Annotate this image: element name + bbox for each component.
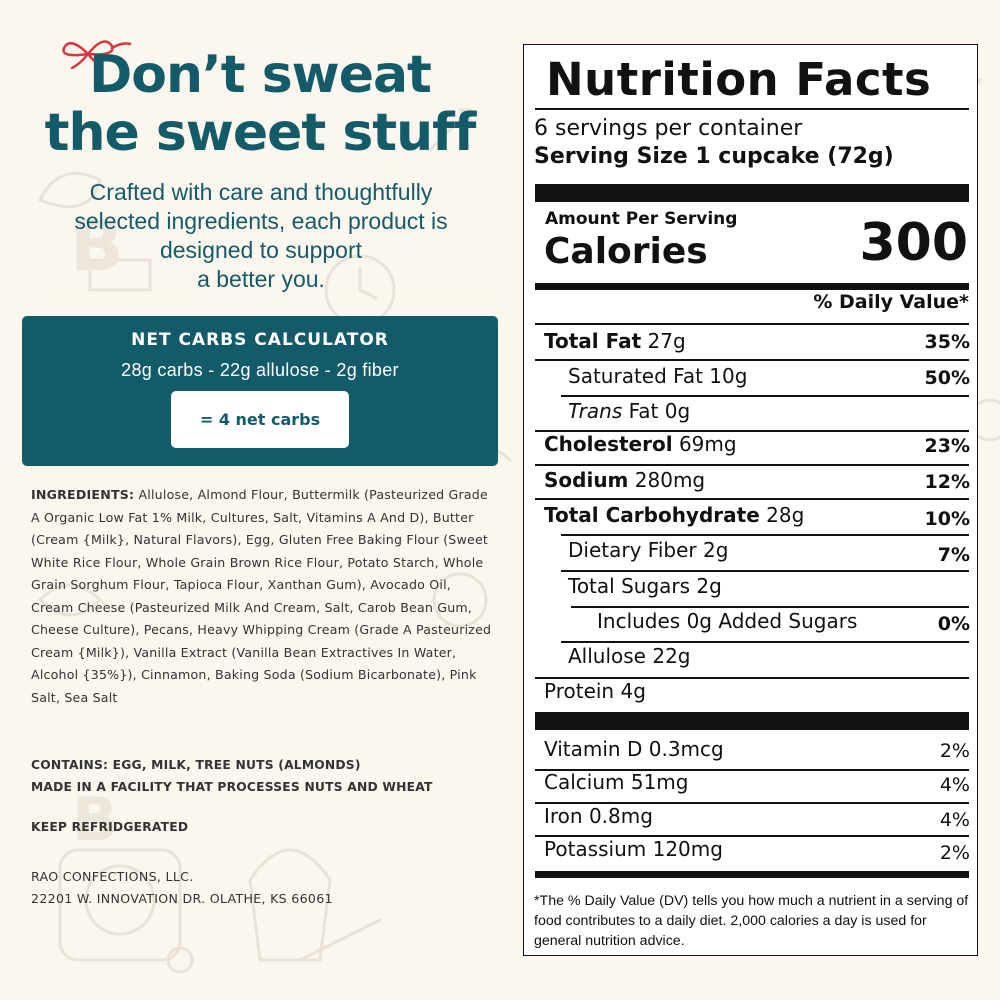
ingredients-label: INGREDIENTS:: [31, 487, 135, 502]
nutrition-facts-panel: Nutrition Facts 6 servings per container…: [523, 44, 978, 956]
thick-divider: [535, 712, 969, 730]
calories-value: 300: [859, 213, 968, 273]
divider: [535, 835, 969, 837]
divider: [561, 641, 969, 643]
subhead-line-4: a better you.: [197, 266, 325, 292]
row-dietary-fiber: Dietary Fiber 2g: [568, 538, 729, 562]
row-saturated-fat: Saturated Fat 10g: [568, 364, 748, 388]
storage-instructions: KEEP REFRIDGERATED: [31, 820, 189, 834]
divider: [535, 802, 969, 804]
row-potassium-dv: 2%: [939, 842, 970, 864]
subhead-line-3: designed to support: [159, 237, 363, 263]
ingredients-text: Allulose, Almond Flour, Buttermilk (Past…: [31, 487, 492, 705]
divider: [571, 606, 969, 608]
medium-divider: [535, 283, 969, 290]
divider: [535, 323, 969, 325]
row-saturated-fat-dv: 50%: [924, 367, 970, 389]
row-total-carbohydrate: Total Carbohydrate 28g: [544, 503, 805, 527]
row-trans-fat: Trans Fat 0g: [568, 399, 691, 423]
calculator-formula: 28g carbs - 22g allulose - 2g fiber: [121, 360, 399, 380]
subhead-line-2: selected ingredients, each product is: [74, 208, 448, 234]
row-added-sugars: Includes 0g Added Sugars: [597, 609, 858, 633]
row-sodium-dv: 12%: [924, 471, 970, 493]
amount-per-serving: Amount Per Serving: [545, 209, 738, 229]
serving-size: Serving Size 1 cupcake (72g): [534, 144, 894, 169]
calculator-title: NET CARBS CALCULATOR: [131, 330, 389, 350]
divider: [561, 395, 969, 397]
net-carbs-result: = 4 net carbs: [171, 391, 349, 448]
divider: [535, 677, 969, 679]
divider: [535, 769, 969, 771]
row-potassium: Potassium 120mg: [544, 837, 723, 861]
medium-divider: [535, 871, 969, 878]
row-calcium: Calcium 51mg: [544, 770, 689, 794]
row-iron-dv: 4%: [939, 809, 970, 831]
nutrition-facts-title: Nutrition Facts: [546, 53, 932, 106]
row-total-sugars: Total Sugars 2g: [568, 574, 722, 598]
row-cholesterol: Cholesterol 69mg: [544, 432, 737, 456]
subhead-line-1: Crafted with care and thoughtfully: [89, 179, 433, 205]
row-total-fat: Total Fat 27g: [544, 329, 686, 353]
headline-line-2: the sweet stuff: [44, 103, 477, 163]
servings-per-container: 6 servings per container: [534, 116, 803, 141]
subhead: Crafted with care and thoughtfully selec…: [18, 178, 504, 294]
row-iron: Iron 0.8mg: [544, 804, 653, 828]
row-total-fat-dv: 35%: [924, 331, 970, 353]
divider: [535, 464, 969, 466]
divider: [535, 498, 969, 500]
row-added-sugars-dv: 0%: [937, 613, 970, 635]
ribbon-bow-icon: [62, 40, 132, 70]
divider: [561, 534, 969, 536]
divider: [561, 570, 969, 572]
row-protein: Protein 4g: [544, 679, 646, 703]
row-vitamin-d: Vitamin D 0.3mcg: [544, 737, 724, 761]
daily-value-footnote: *The % Daily Value (DV) tells you how mu…: [534, 893, 969, 949]
headline: Don’t sweat the sweet stuff: [10, 46, 510, 162]
row-total-carbohydrate-dv: 10%: [924, 508, 970, 530]
allergen-info: CONTAINS: EGG, MILK, TREE NUTS (ALMONDS)…: [31, 754, 501, 798]
row-dietary-fiber-dv: 7%: [937, 544, 970, 566]
row-cholesterol-dv: 23%: [924, 435, 970, 457]
row-allulose: Allulose 22g: [568, 644, 691, 668]
company-address: 22201 W. INNOVATION DR. OLATHE, KS 66061: [31, 891, 333, 906]
headline-line-1: Don’t sweat: [89, 45, 432, 105]
company-info: RAO CONFECTIONS, LLC. 22201 W. INNOVATIO…: [31, 866, 333, 910]
calories-label: Calories: [544, 231, 708, 272]
daily-value-header: % Daily Value*: [813, 291, 969, 313]
facility-statement: MADE IN A FACILITY THAT PROCESSES NUTS A…: [31, 780, 433, 794]
company-name: RAO CONFECTIONS, LLC.: [31, 869, 194, 884]
divider: [535, 108, 969, 110]
divider: [535, 430, 969, 432]
divider: [535, 359, 969, 361]
row-vitamin-d-dv: 2%: [939, 740, 970, 762]
contains-statement: CONTAINS: EGG, MILK, TREE NUTS (ALMONDS): [31, 758, 361, 772]
row-calcium-dv: 4%: [939, 774, 970, 796]
promo-section: Don’t sweat the sweet stuff Crafted with…: [10, 40, 510, 910]
net-carbs-calculator: NET CARBS CALCULATOR 28g carbs - 22g all…: [22, 316, 498, 466]
thick-divider: [535, 184, 969, 202]
ingredients-list: INGREDIENTS: Allulose, Almond Flour, But…: [31, 484, 496, 709]
row-sodium: Sodium 280mg: [544, 468, 706, 492]
